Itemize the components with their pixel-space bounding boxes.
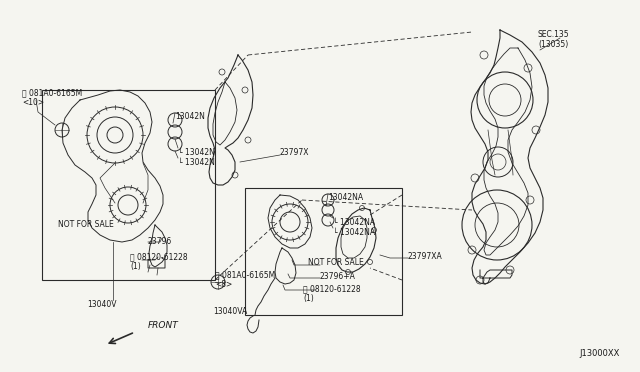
Text: NOT FOR SALE: NOT FOR SALE [308, 258, 364, 267]
Text: 13042N: 13042N [175, 112, 205, 121]
Text: 23797XA: 23797XA [408, 252, 443, 261]
Text: FRONT: FRONT [148, 321, 179, 330]
Text: 23797X: 23797X [280, 148, 310, 157]
Text: 13040V: 13040V [87, 300, 116, 309]
Text: 23796: 23796 [148, 237, 172, 246]
Text: └ 13042N: └ 13042N [178, 148, 215, 157]
Text: └ 13042NA: └ 13042NA [333, 218, 375, 227]
Text: Ⓑ 081A0-6165M
<8>: Ⓑ 081A0-6165M <8> [215, 270, 275, 289]
Text: 13040VA: 13040VA [213, 307, 247, 316]
Text: Ⓑ 08120-61228
(1): Ⓑ 08120-61228 (1) [130, 252, 188, 272]
Bar [245, 188, 402, 315]
Text: NOT FOR SALE: NOT FOR SALE [58, 220, 114, 229]
Text: SEC.135
(13035): SEC.135 (13035) [538, 30, 570, 49]
Text: 13042NA: 13042NA [328, 193, 363, 202]
Text: 23796+A: 23796+A [320, 272, 356, 281]
Text: └ 13042N: └ 13042N [178, 158, 215, 167]
Text: └ 13042NA: └ 13042NA [333, 228, 375, 237]
Text: J13000XX: J13000XX [580, 349, 620, 358]
Text: Ⓑ 081A0-6165M
<10>: Ⓑ 081A0-6165M <10> [22, 88, 83, 108]
Bar [42, 90, 215, 280]
Text: Ⓑ 08120-61228
(1): Ⓑ 08120-61228 (1) [303, 284, 360, 304]
